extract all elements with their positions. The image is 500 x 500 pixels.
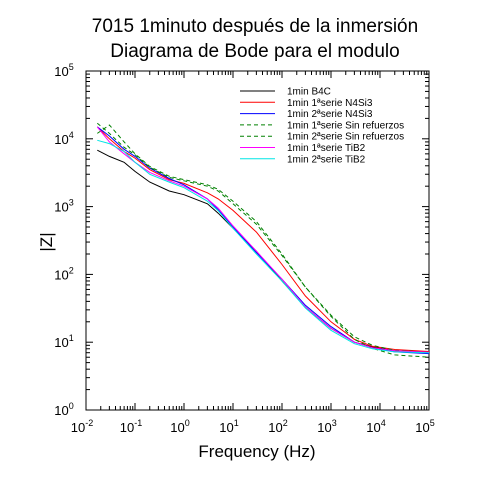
y-axis-label: |Z| xyxy=(37,232,56,251)
y-tick-label-base: 10 xyxy=(54,200,68,215)
y-tick-label: 100 xyxy=(54,401,73,418)
y-tick-label-exponent: 0 xyxy=(69,401,74,411)
y-tick-label-base: 10 xyxy=(54,335,68,350)
y-tick-label-exponent: 2 xyxy=(69,265,74,275)
x-tick-label-base: 10 xyxy=(120,420,134,435)
legend-label-5: 1min 2ªserie Sin refuerzos xyxy=(287,132,404,143)
x-tick-label-exponent: -1 xyxy=(134,418,142,428)
x-tick-label-base: 10 xyxy=(415,420,429,435)
legend-label-2: 1min 1ªserie N4Si3 xyxy=(287,98,373,109)
x-tick-label-base: 10 xyxy=(170,420,184,435)
x-tick-label-base: 10 xyxy=(317,420,331,435)
x-tick-label: 101 xyxy=(219,418,238,435)
x-tick-label: 103 xyxy=(317,418,336,435)
series-line-4 xyxy=(96,122,430,353)
x-tick-label-base: 10 xyxy=(219,420,233,435)
series-line-7 xyxy=(97,139,430,354)
y-tick-label: 102 xyxy=(54,265,73,282)
y-tick-label-exponent: 5 xyxy=(69,62,74,72)
y-tick-label: 104 xyxy=(54,130,73,147)
y-tick-label-exponent: 3 xyxy=(69,198,74,208)
plot-area: 10-2 10-1 100 101 102 103 104 10510010110210310… xyxy=(54,62,434,435)
x-tick-label: 102 xyxy=(268,418,287,435)
x-tick-label: 10-1 xyxy=(120,418,142,435)
legend-label-3: 1min 2ªserie N4Si3 xyxy=(287,109,373,120)
x-tick-label-exponent: 5 xyxy=(430,418,435,428)
x-tick-label-base: 10 xyxy=(268,420,282,435)
x-tick-label-base: 10 xyxy=(366,420,380,435)
x-tick-label: 100 xyxy=(170,418,189,435)
chart-title-line-1: 7015 1minuto después de la inmersión xyxy=(92,16,418,37)
y-tick-label: 103 xyxy=(54,198,73,215)
y-tick-label: 101 xyxy=(54,333,73,350)
x-tick-label: 105 xyxy=(415,418,434,435)
x-tick-label: 10-2 xyxy=(71,418,93,435)
legend-label-7: 1min 2ªserie TiB2 xyxy=(287,154,366,165)
chart-title-line-2: Diagrama de Bode para el modulo xyxy=(110,41,399,62)
x-tick-label-exponent: -2 xyxy=(85,418,93,428)
y-tick-label-base: 10 xyxy=(54,267,68,282)
x-tick-label-exponent: 0 xyxy=(185,418,190,428)
x-tick-label: 104 xyxy=(366,418,385,435)
legend-label-6: 1min 1ªserie TiB2 xyxy=(287,143,366,154)
y-tick-label-exponent: 4 xyxy=(69,130,74,140)
plot-frame xyxy=(85,70,430,411)
y-tick-label-base: 10 xyxy=(54,132,68,147)
x-tick-label-base: 10 xyxy=(71,420,85,435)
y-tick-label: 105 xyxy=(54,62,73,79)
x-tick-label-exponent: 1 xyxy=(234,418,239,428)
x-axis-label: Frequency (Hz) xyxy=(198,442,315,461)
x-tick-label-exponent: 2 xyxy=(283,418,288,428)
legend-label-4: 1min 1ªserie Sin refuerzos xyxy=(287,120,404,131)
y-tick-label-exponent: 1 xyxy=(69,333,74,343)
y-tick-label-base: 10 xyxy=(54,64,68,79)
x-tick-label-exponent: 3 xyxy=(332,418,337,428)
y-tick-label-base: 10 xyxy=(54,403,68,418)
legend-label-1: 1min B4C xyxy=(287,87,331,98)
x-tick-label-exponent: 4 xyxy=(381,418,386,428)
series-line-5 xyxy=(97,124,430,358)
